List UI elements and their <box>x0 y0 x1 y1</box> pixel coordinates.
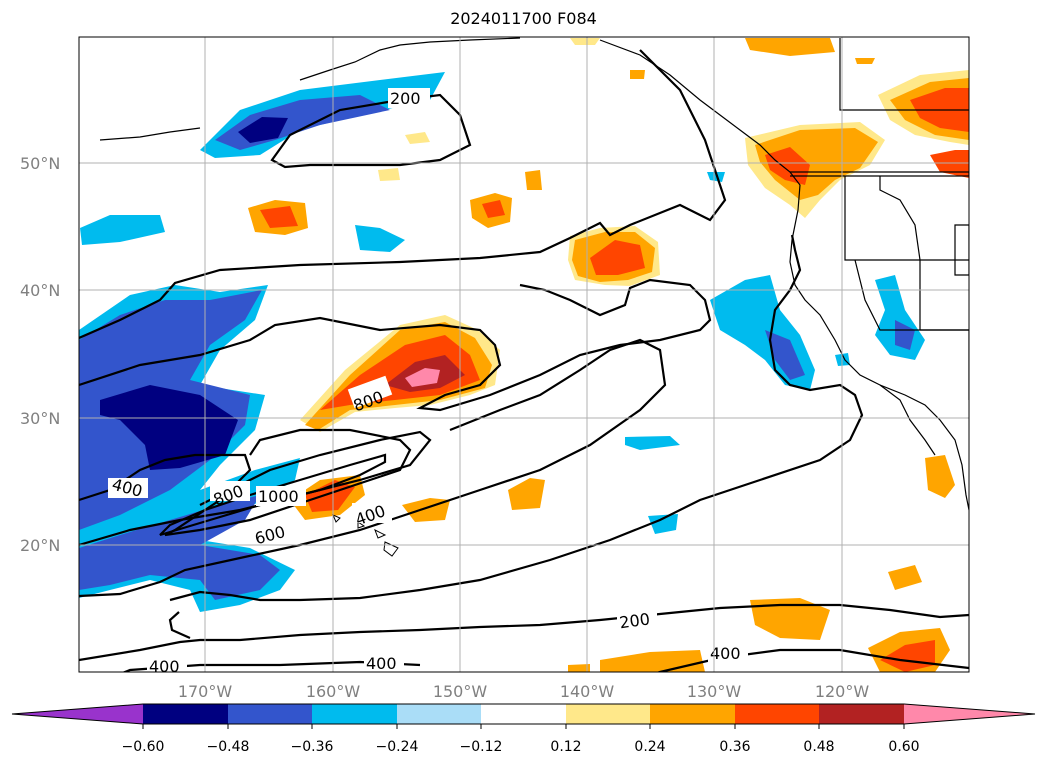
shade-region <box>625 436 680 450</box>
lon-label-140w: 140°W <box>560 682 615 701</box>
contour-label: 400 <box>149 657 180 676</box>
lat-label-20n: 20°N <box>20 536 60 555</box>
shade-region <box>765 330 805 380</box>
contour-line <box>79 603 969 662</box>
contour-line <box>79 49 727 340</box>
latitude-labels: 50°N 40°N 30°N 20°N <box>20 154 60 555</box>
contour-label: 200 <box>390 89 421 108</box>
contour-label-group: 200 800 400 800 1000 600 400 200 400 400… <box>108 88 748 676</box>
shade-region <box>930 150 969 178</box>
lat-label-50n: 50°N <box>20 154 60 173</box>
shade-region <box>238 117 288 143</box>
shade-region <box>630 70 645 79</box>
colorbar-tick-label: 0.12 <box>550 739 581 755</box>
colorbar-segment <box>397 704 481 724</box>
positive-anomaly-shading <box>248 38 969 672</box>
shade-region <box>570 38 600 45</box>
shade-region <box>895 320 915 350</box>
contour-line <box>79 430 432 547</box>
colorbar-tick-label: −0.48 <box>207 739 250 755</box>
graticule <box>79 37 969 672</box>
colorbar-tick-label: 0.48 <box>803 739 834 755</box>
contour-line <box>79 428 412 537</box>
colorbar-extend-max <box>904 704 1035 724</box>
shade-region <box>648 514 678 534</box>
hawaiian-islands <box>332 514 399 557</box>
lon-label-120w: 120°W <box>815 682 870 701</box>
geopotential-contours <box>79 49 969 672</box>
shade-region <box>750 598 830 640</box>
colorbar-segment <box>566 704 650 724</box>
colorbar-tick-label: −0.24 <box>376 739 419 755</box>
longitude-labels: 170°W 160°W 150°W 140°W 130°W 120°W <box>178 682 870 701</box>
shade-region <box>855 58 875 64</box>
shade-region <box>482 200 505 218</box>
colorbar: −0.60 −0.48 −0.36 −0.24 −0.12 0.12 0.24 … <box>11 703 1036 755</box>
colorbar-segment <box>650 704 735 724</box>
lon-label-160w: 160°W <box>306 682 361 701</box>
colorbar-segment <box>735 704 819 724</box>
lon-label-130w: 130°W <box>687 682 742 701</box>
shade-region <box>590 240 645 275</box>
contour-label: 1000 <box>258 487 299 506</box>
contour-line <box>169 234 864 602</box>
map-title: 2024011700 F084 <box>450 9 597 28</box>
shade-region <box>80 215 165 245</box>
shade-region <box>880 640 935 672</box>
shade-region <box>405 368 440 387</box>
colorbar-segment <box>143 704 228 724</box>
coastline <box>99 37 969 511</box>
contour-line <box>79 338 667 598</box>
colorbar-segment <box>312 704 397 724</box>
contour-line <box>168 611 191 640</box>
map-frame <box>78 36 970 673</box>
shade-region <box>925 455 955 498</box>
contour-label: 400 <box>710 644 741 663</box>
shade-region <box>305 480 355 512</box>
shade-region <box>707 172 725 182</box>
colorbar-tick-labels: −0.60 −0.48 −0.36 −0.24 −0.12 0.12 0.24 … <box>122 739 920 755</box>
colorbar-segment <box>819 704 904 724</box>
shade-region <box>508 478 545 510</box>
colorbar-ticks <box>142 724 905 729</box>
shade-region <box>79 495 280 600</box>
colorbar-segment <box>228 704 312 724</box>
shade-region <box>525 170 542 190</box>
colorbar-segment <box>481 704 566 724</box>
colorbar-tick-label: −0.60 <box>122 739 165 755</box>
shade-region <box>745 38 835 56</box>
shade-region <box>100 385 238 470</box>
shade-region <box>405 132 430 144</box>
shade-region <box>568 664 590 672</box>
colorbar-tick-label: 0.60 <box>888 739 919 755</box>
colorbar-extend-min <box>12 704 143 724</box>
contour-label: 400 <box>366 654 397 673</box>
shade-region <box>355 225 405 252</box>
contour-label: 200 <box>618 609 651 632</box>
shade-region <box>260 206 298 228</box>
colorbar-tick-label: −0.12 <box>460 739 503 755</box>
colorbar-tick-label: 0.24 <box>634 739 665 755</box>
shade-region <box>755 128 878 200</box>
shade-region <box>888 565 922 590</box>
contour-line <box>79 278 712 412</box>
contour-line <box>656 648 969 672</box>
shade-region <box>378 168 400 181</box>
contour-line <box>270 93 472 169</box>
colorbar-tick-label: −0.36 <box>291 739 334 755</box>
colorbar-tick-label: 0.36 <box>719 739 750 755</box>
lat-label-30n: 30°N <box>20 409 60 428</box>
lat-label-40n: 40°N <box>20 281 60 300</box>
lon-label-170w: 170°W <box>178 682 233 701</box>
map-area: 200 800 400 800 1000 600 400 200 400 400… <box>79 37 969 676</box>
lon-label-150w: 150°W <box>433 682 488 701</box>
